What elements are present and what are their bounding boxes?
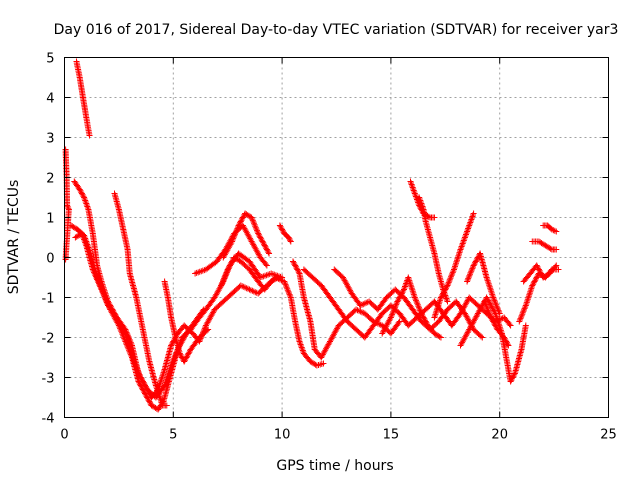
series-markers bbox=[276, 222, 294, 245]
series-markers bbox=[379, 274, 444, 341]
series-s9 bbox=[218, 254, 281, 293]
series-markers bbox=[161, 278, 212, 365]
x-axis-title: GPS time / hours bbox=[276, 458, 393, 474]
axis-ticks: 0 5 10 15 20 25 -4 -3 -2 -1 0 1 2 3 4 5 bbox=[42, 52, 617, 443]
series-s21 bbox=[481, 298, 512, 349]
series-s10 bbox=[220, 210, 273, 261]
series-markers bbox=[111, 190, 170, 409]
series-s24 bbox=[529, 238, 560, 253]
y-tick-label: 3 bbox=[46, 132, 54, 147]
x-tick-label: 10 bbox=[274, 428, 291, 443]
series-markers bbox=[62, 146, 72, 263]
series-markers bbox=[218, 254, 281, 293]
y-axis-title: SDTVAR / TECUs bbox=[6, 180, 22, 295]
series-markers bbox=[481, 298, 512, 349]
y-tick-label: 5 bbox=[46, 52, 54, 67]
x-tick-label: 15 bbox=[383, 428, 400, 443]
series-markers bbox=[520, 262, 560, 285]
series-markers bbox=[220, 210, 273, 261]
y-tick-label: -1 bbox=[42, 292, 55, 307]
y-tick-label: -4 bbox=[42, 412, 55, 427]
series-s19 bbox=[457, 294, 529, 385]
series-s11 bbox=[276, 222, 294, 245]
x-tick-label: 25 bbox=[600, 428, 617, 443]
y-tick-label: -2 bbox=[42, 332, 55, 347]
y-tick-label: 4 bbox=[46, 92, 54, 107]
series-s20 bbox=[464, 250, 503, 317]
series-s4 bbox=[68, 222, 286, 413]
series-markers bbox=[68, 222, 286, 413]
series-s25 bbox=[540, 222, 560, 235]
data-series bbox=[62, 58, 562, 413]
series-s7 bbox=[161, 278, 212, 365]
x-tick-label: 5 bbox=[169, 428, 177, 443]
series-markers bbox=[464, 250, 503, 317]
series-s6 bbox=[111, 190, 170, 409]
y-tick-label: 0 bbox=[46, 252, 54, 267]
series-markers bbox=[529, 238, 560, 253]
y-tick-label: 1 bbox=[46, 212, 54, 227]
series-s18 bbox=[431, 210, 477, 321]
x-tick-label: 20 bbox=[491, 428, 508, 443]
series-markers bbox=[457, 294, 529, 385]
grid-lines bbox=[64, 57, 609, 418]
x-tick-label: 0 bbox=[60, 428, 68, 443]
series-markers bbox=[540, 222, 560, 235]
series-markers bbox=[73, 58, 93, 139]
series-s1 bbox=[73, 58, 93, 139]
plot-frame bbox=[64, 57, 609, 418]
y-tick-label: -3 bbox=[42, 372, 55, 387]
y-tick-label: 2 bbox=[46, 172, 54, 187]
series-markers bbox=[431, 210, 477, 321]
series-s23 bbox=[520, 262, 560, 285]
series-s15 bbox=[379, 274, 444, 341]
series-s2 bbox=[62, 146, 72, 263]
chart-title: Day 016 of 2017, Sidereal Day-to-day VTE… bbox=[54, 22, 619, 38]
